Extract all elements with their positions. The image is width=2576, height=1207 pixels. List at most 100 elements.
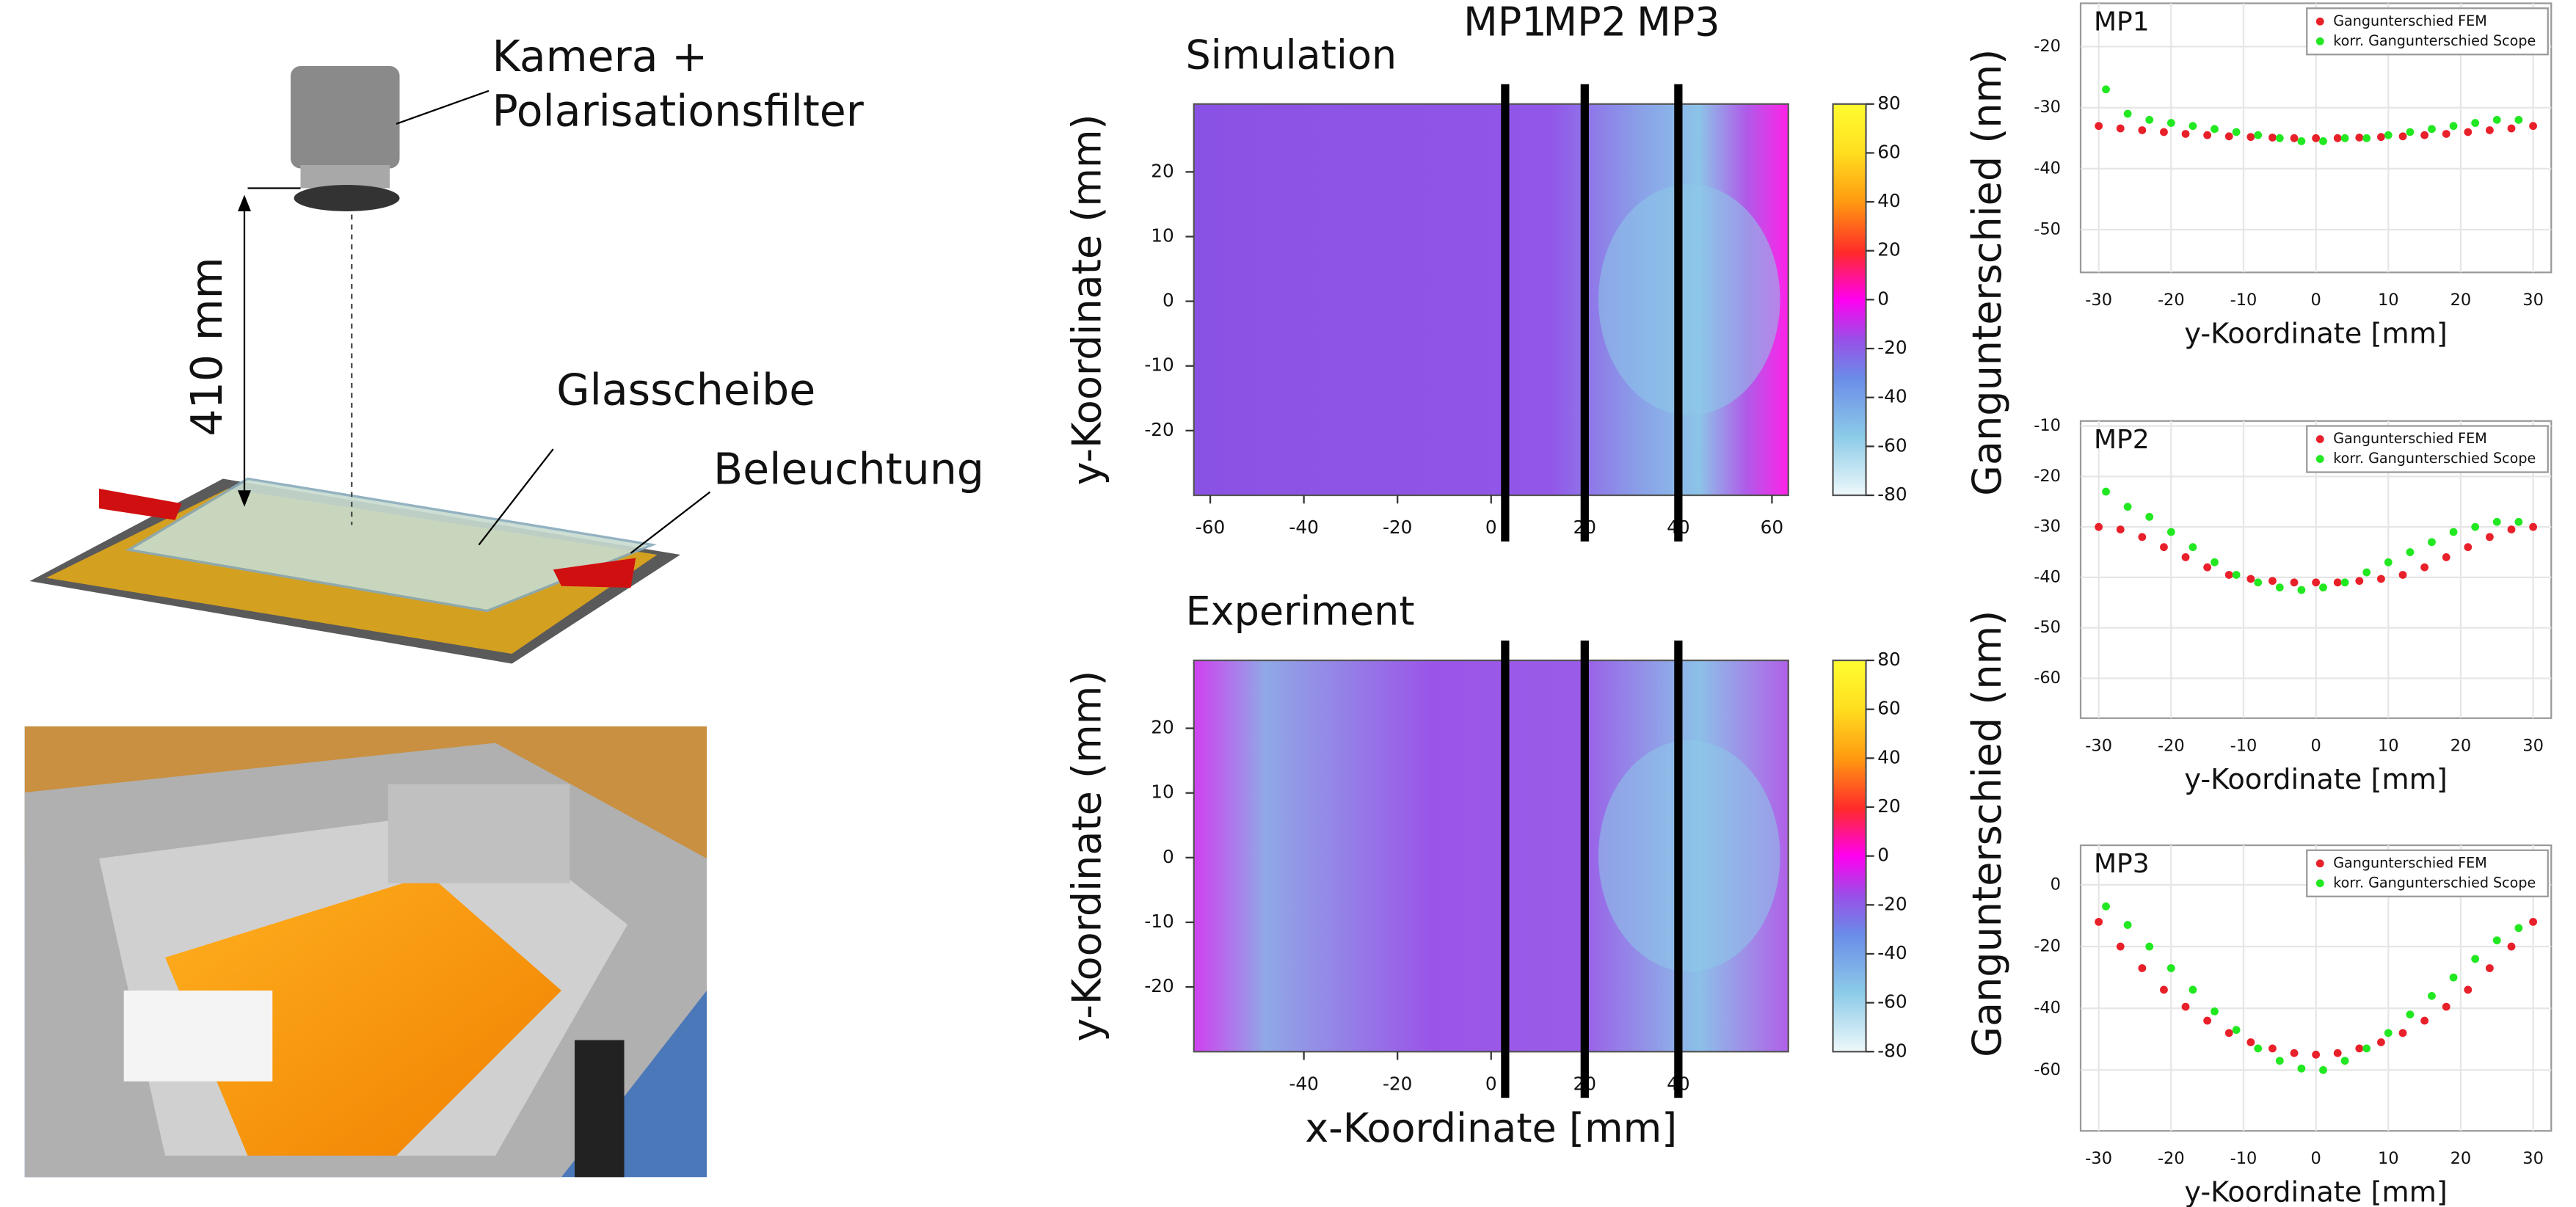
- data-point: [2291, 578, 2299, 586]
- data-point: [2203, 564, 2211, 572]
- colorbar-tick-label: 40: [1877, 746, 1901, 767]
- data-point: [2291, 1049, 2299, 1057]
- data-point: [2514, 924, 2522, 932]
- x-tick-label: 0: [1485, 517, 1497, 538]
- data-point: [2450, 528, 2458, 536]
- data-point: [2406, 1010, 2414, 1018]
- data-point: [2464, 128, 2472, 136]
- data-point: [2486, 533, 2494, 541]
- x-axis-label: y-Koordinate [mm]: [2184, 1175, 2447, 1207]
- data-point: [2291, 134, 2299, 142]
- data-point: [2167, 964, 2175, 972]
- data-point: [2442, 1003, 2451, 1011]
- data-point: [2124, 921, 2132, 929]
- data-point: [2189, 122, 2197, 130]
- legend-marker: [2316, 18, 2324, 26]
- x-tick-label: -20: [2158, 291, 2185, 310]
- data-point: [2254, 131, 2262, 139]
- data-point: [2167, 119, 2175, 127]
- data-point: [2442, 553, 2451, 561]
- y-axis-label: y-Koordinate (mm): [1064, 671, 1110, 1042]
- glass-label: Glasscheibe: [556, 365, 815, 415]
- data-point: [2406, 128, 2414, 136]
- data-point: [2246, 1038, 2255, 1046]
- data-point: [2117, 125, 2125, 133]
- data-point: [2319, 1066, 2327, 1074]
- colorbar-tick-label: -20: [1877, 337, 1907, 358]
- y-tick-label: -30: [2034, 98, 2061, 117]
- data-point: [2211, 125, 2219, 133]
- data-point: [2355, 577, 2363, 585]
- legend-marker: [2316, 37, 2324, 45]
- legend-label: korr. Gangunterschied Scope: [2333, 450, 2536, 467]
- y-tick-label: 0: [1163, 846, 1174, 867]
- heatmap-region: [1598, 184, 1780, 415]
- data-point: [2399, 571, 2407, 579]
- panel-label: MP2: [2094, 425, 2150, 455]
- colorbar-tick-label: 80: [1877, 649, 1901, 670]
- x-axis-label: y-Koordinate [mm]: [2184, 317, 2447, 350]
- data-point: [2464, 986, 2472, 994]
- legend-marker: [2316, 435, 2324, 443]
- data-point: [2334, 578, 2342, 586]
- data-point: [2420, 131, 2428, 139]
- measurement-label: MP3: [1637, 0, 1720, 45]
- panel-label: MP1: [2094, 7, 2150, 37]
- colorbar-tick-label: 60: [1877, 698, 1901, 719]
- data-point: [2450, 974, 2458, 982]
- data-point: [2117, 943, 2125, 951]
- colorbar-tick-label: 40: [1877, 190, 1901, 211]
- data-point: [2312, 578, 2320, 586]
- data-point: [2341, 578, 2349, 586]
- x-tick-label: 20: [2451, 291, 2472, 310]
- data-point: [2225, 1029, 2233, 1037]
- legend-marker: [2316, 455, 2324, 463]
- data-point: [2138, 964, 2146, 972]
- data-point: [2486, 126, 2494, 134]
- data-point: [2297, 1065, 2305, 1073]
- x-tick-label: -40: [1289, 517, 1318, 538]
- data-point: [2341, 1057, 2349, 1065]
- data-point: [2377, 575, 2385, 583]
- data-point: [2508, 125, 2516, 133]
- x-tick-label: 0: [2310, 291, 2321, 310]
- data-point: [2493, 518, 2501, 526]
- x-tick-label: -20: [2158, 737, 2185, 756]
- data-point: [2362, 569, 2371, 577]
- data-point: [2464, 543, 2472, 551]
- data-point: [2450, 122, 2458, 130]
- x-tick-label: -30: [2085, 291, 2112, 310]
- colorbar-tick-label: 0: [1877, 288, 1889, 309]
- colorbar-tick-label: 20: [1877, 795, 1901, 817]
- measurement-label: MP2: [1543, 0, 1627, 45]
- colorbar-tick-label: -40: [1877, 386, 1907, 407]
- data-point: [2102, 488, 2110, 496]
- y-tick-label: -10: [2034, 416, 2061, 435]
- x-tick-label: -20: [1383, 517, 1412, 538]
- data-point: [2276, 583, 2284, 591]
- x-tick-label: 30: [2522, 737, 2544, 756]
- data-point: [2203, 131, 2211, 139]
- x-tick-label: -30: [2085, 1149, 2112, 1168]
- data-point: [2529, 523, 2537, 531]
- data-point: [2399, 132, 2407, 140]
- data-point: [2225, 132, 2233, 140]
- data-point: [2420, 1017, 2428, 1025]
- data-point: [2471, 523, 2479, 531]
- x-tick-label: -10: [2230, 291, 2257, 310]
- camera-label: Polarisationsfilter: [492, 86, 865, 136]
- colorbar-tick-label: -60: [1877, 991, 1907, 1013]
- x-tick-label: 10: [2378, 291, 2399, 310]
- legend-label: korr. Gangunterschied Scope: [2333, 32, 2536, 49]
- data-point: [2529, 918, 2537, 926]
- data-point: [2399, 1029, 2407, 1037]
- data-point: [2254, 578, 2262, 586]
- y-tick-label: -50: [2034, 618, 2061, 637]
- colorbar-tick-label: -20: [1877, 893, 1907, 914]
- data-point: [2233, 1026, 2241, 1034]
- y-tick-label: -20: [2034, 37, 2061, 56]
- data-point: [2189, 543, 2197, 551]
- data-point: [2362, 134, 2371, 142]
- data-point: [2254, 1045, 2262, 1053]
- data-point: [2471, 119, 2479, 127]
